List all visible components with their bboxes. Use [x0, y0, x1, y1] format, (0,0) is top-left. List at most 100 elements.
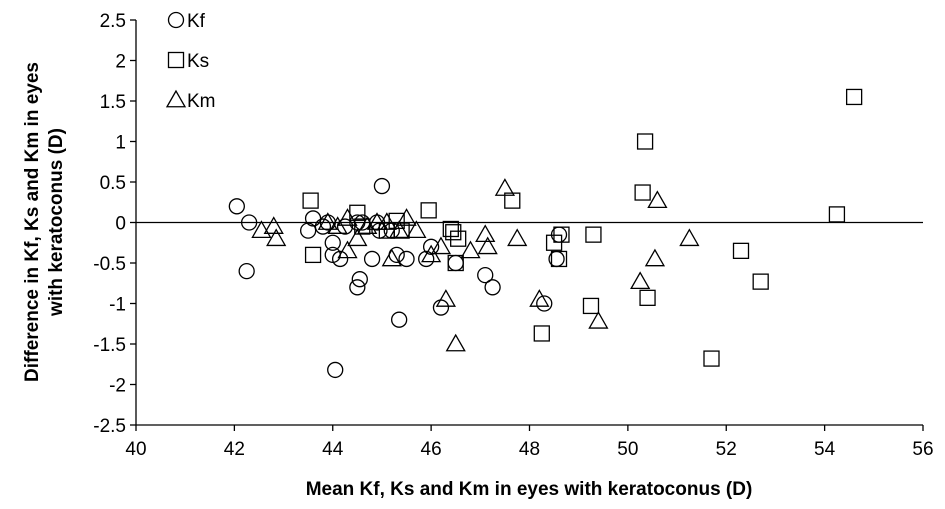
x-tick-label: 50 [617, 439, 638, 460]
legend-label-ks: Ks [187, 51, 209, 72]
point-km [630, 271, 651, 290]
axes [135, 20, 923, 426]
point-km [644, 248, 666, 267]
point-km [494, 178, 516, 196]
point-km [430, 236, 452, 255]
point-km [376, 212, 397, 230]
legend-marker-km [165, 89, 187, 108]
point-kf [349, 279, 366, 296]
point-kf [418, 250, 435, 268]
point-ks [388, 212, 405, 230]
x-tick-label: 40 [125, 439, 146, 460]
point-ks [639, 289, 656, 306]
point-kf [398, 250, 415, 268]
y-tick-label: 0 [115, 214, 126, 235]
point-kf [228, 198, 245, 215]
y-tick-label: -0.5 [93, 254, 126, 275]
point-ks [445, 224, 462, 241]
y-tick-label: -1 [109, 295, 126, 316]
x-tick-label: 52 [716, 439, 737, 460]
point-km [337, 208, 358, 226]
point-km [251, 220, 272, 239]
x-tick-label: 44 [322, 439, 344, 460]
y-tick-label: 1 [115, 133, 126, 154]
point-kf [327, 361, 344, 379]
x-tick-label: 56 [912, 439, 933, 460]
point-kf [373, 177, 391, 195]
x-tick-labels: 40 42 44 46 48 50 52 54 56 [125, 425, 934, 460]
y-tick-label: -1.5 [93, 335, 126, 356]
legend-label-km: Km [187, 91, 216, 112]
y-axis-title-line-1: Difference in Kf, Ks and Km in eyes [22, 62, 43, 382]
point-km [389, 220, 410, 239]
x-tick-label: 48 [519, 439, 540, 460]
legend-marker-kf [167, 11, 185, 29]
legend-marker-ks [167, 51, 185, 69]
point-ks [845, 88, 863, 106]
legend-label-kf: Kf [187, 11, 206, 32]
point-ks [553, 226, 570, 243]
series-km [251, 178, 700, 352]
data-points [228, 88, 863, 379]
point-kf [477, 266, 494, 284]
point-km [381, 248, 402, 267]
point-ks [636, 133, 654, 150]
y-tick-label: 2 [115, 52, 126, 73]
point-km [460, 240, 481, 259]
x-tick-label: 42 [224, 439, 245, 460]
point-kf [238, 262, 255, 280]
point-ks [703, 350, 720, 367]
point-km [366, 212, 388, 230]
x-tick-label: 54 [814, 439, 836, 460]
point-ks [634, 184, 651, 201]
point-km [477, 236, 498, 255]
point-kf [331, 250, 349, 268]
y-tick-labels: 2.5 2 1.5 1 0.5 0 -0.5 -1 -1.5 -2 -2.5 [93, 11, 136, 437]
point-km [347, 228, 368, 247]
point-km [317, 212, 338, 230]
point-kf [314, 218, 332, 235]
point-kf [363, 250, 381, 268]
point-kf [336, 218, 354, 235]
point-km [588, 311, 609, 329]
point-kf [300, 222, 317, 239]
y-tick-label: -2 [109, 376, 126, 397]
point-km [475, 224, 496, 243]
point-kf [351, 271, 368, 288]
legend: Kf Ks Km [165, 11, 216, 112]
point-ks [450, 230, 467, 247]
point-km [679, 228, 700, 247]
point-kf [484, 279, 501, 296]
point-ks [550, 250, 568, 268]
point-km [357, 216, 378, 234]
point-ks [533, 325, 550, 342]
point-kf [422, 238, 440, 255]
point-km [507, 228, 528, 247]
y-tick-label: 1.5 [100, 92, 126, 113]
point-kf [391, 311, 408, 328]
point-kf [432, 299, 450, 316]
point-kf [304, 210, 322, 227]
point-km [337, 240, 358, 259]
point-ks [302, 192, 319, 209]
point-ks [447, 254, 464, 272]
point-ks [420, 202, 437, 219]
x-axis-title: Mean Kf, Ks and Km in eyes with keratoco… [306, 479, 753, 500]
point-ks [582, 297, 600, 315]
point-kf [240, 214, 258, 231]
point-km [445, 333, 466, 352]
point-km [529, 289, 550, 307]
x-tick-label: 46 [421, 439, 442, 460]
point-kf [324, 234, 341, 251]
series-ks [302, 88, 863, 367]
point-ks [828, 206, 846, 223]
point-km [647, 190, 668, 209]
point-ks [304, 246, 322, 264]
y-tick-label: 0.5 [100, 173, 126, 194]
point-km [406, 220, 427, 239]
point-ks [585, 226, 602, 243]
y-axis-title-line-2: with keratoconus (D) [46, 128, 67, 317]
point-km [435, 289, 457, 307]
point-ks [752, 273, 769, 290]
